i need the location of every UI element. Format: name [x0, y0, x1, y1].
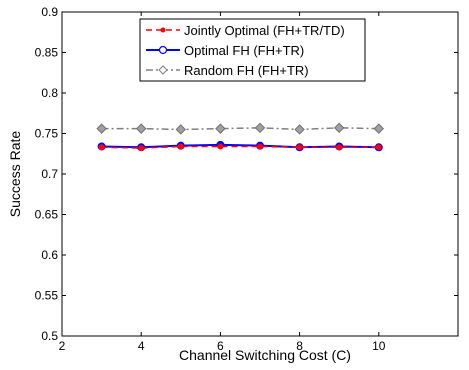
jointly-optimal-point — [336, 144, 343, 151]
legend-entry-jointly-optimal: Jointly Optimal (FH+TR/TD) — [146, 23, 345, 38]
legend-marker — [158, 65, 168, 75]
legend-entry-random-fh: Random FH (FH+TR) — [146, 63, 309, 78]
random-fh-point — [333, 122, 345, 134]
y-tick-label: 0.55 — [35, 289, 59, 303]
y-axis-label: Success Rate — [7, 131, 23, 218]
random-fh-point — [96, 123, 107, 134]
jointly-optimal-point — [257, 143, 263, 150]
jointly-optimal-series — [98, 143, 382, 152]
random-fh-point — [175, 124, 187, 135]
y-tick-label: 0.75 — [35, 127, 59, 141]
jointly-optimal-point — [98, 144, 105, 151]
x-tick-label: 8 — [296, 339, 303, 353]
jointly-optimal-point — [296, 144, 303, 151]
legend-label: Optimal FH (FH+TR) — [184, 43, 304, 58]
random-fh-series — [96, 122, 385, 135]
legend-entry-optimal-fh: Optimal FH (FH+TR) — [146, 43, 304, 58]
random-fh-point — [135, 123, 147, 134]
jointly-optimal-point — [217, 143, 224, 150]
random-fh-line — [101, 127, 379, 131]
y-tick-label: 0.8 — [41, 86, 58, 100]
y-tick-label: 0.6 — [41, 248, 58, 262]
random-fh-point — [373, 123, 385, 134]
legend-marker — [160, 27, 166, 33]
y-tick-label: 0.5 — [41, 329, 58, 343]
random-fh-point — [294, 124, 305, 135]
y-axis: 0.5 0.55 0.6 0.65 0.7 0.75 0.8 0.85 0.9 — [35, 5, 458, 343]
jointly-optimal-point — [177, 143, 184, 150]
x-tick-label: 6 — [217, 339, 224, 353]
x-tick-label: 4 — [138, 339, 145, 353]
jointly-optimal-point — [375, 144, 382, 151]
x-tick-label: 10 — [372, 339, 386, 353]
random-fh-point — [215, 123, 226, 134]
legend-label: Jointly Optimal (FH+TR/TD) — [184, 23, 345, 38]
y-tick-label: 0.7 — [41, 167, 58, 181]
legend: Jointly Optimal (FH+TR/TD) Optimal FH (FH… — [139, 18, 366, 82]
random-fh-point — [254, 122, 266, 134]
y-tick-label: 0.85 — [35, 46, 59, 60]
x-axis: 2 4 6 8 10 — [59, 12, 386, 353]
jointly-optimal-point — [138, 145, 145, 152]
series-layer — [96, 122, 385, 152]
x-axis-label: Channel Switching Cost (C) — [179, 347, 351, 363]
x-tick-label: 2 — [59, 339, 66, 353]
y-tick-label: 0.65 — [35, 208, 59, 222]
y-tick-label: 0.9 — [41, 5, 58, 19]
jointly-optimal-line — [101, 145, 379, 149]
legend-marker — [158, 45, 168, 55]
legend-label: Random FH (FH+TR) — [184, 63, 309, 78]
